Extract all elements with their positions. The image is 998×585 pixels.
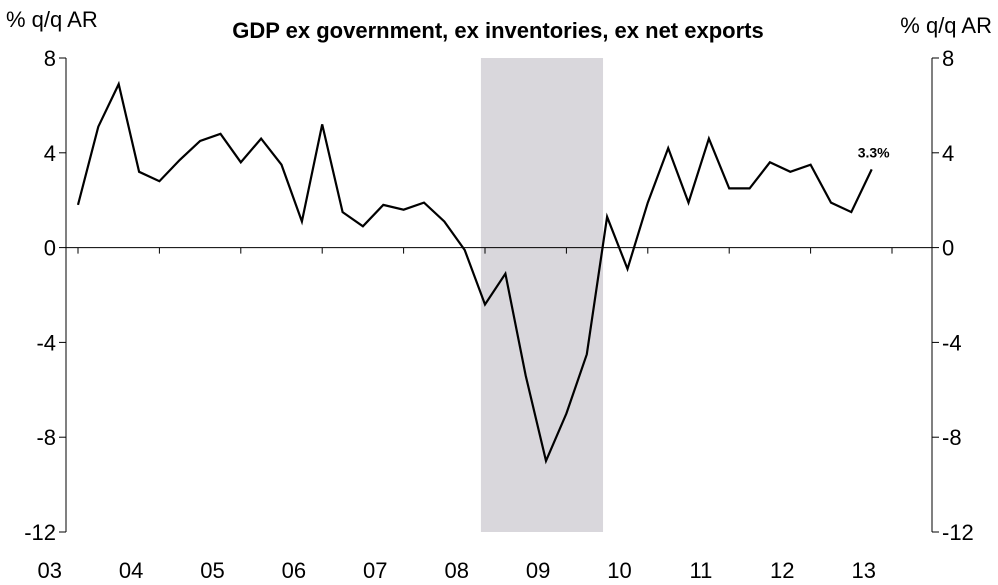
left-y-tick-label: -4 [36,330,56,355]
x-tick-label: 04 [119,558,143,583]
x-tick-label: 12 [770,558,794,583]
x-tick-label: 11 [689,558,712,583]
right-y-tick-label: 4 [942,141,954,166]
right-y-tick-label: -8 [942,425,962,450]
gdp-series-line [76,80,873,465]
left-y-tick-label: -8 [36,425,56,450]
x-tick-label: 09 [526,558,550,583]
x-tick-label: 07 [363,558,387,583]
x-tick-label: 10 [607,558,631,583]
right-y-tick-label: -4 [942,330,962,355]
latest-value-annotation: 3.3% [858,144,890,160]
right-y-tick-label: 0 [942,236,954,261]
x-tick-label: 05 [200,558,224,583]
right-y-ticks: 8 4 0 -4 -8 -12 [932,46,974,545]
x-tick-label: 08 [444,558,468,583]
x-tick-label: 13 [851,558,875,583]
left-y-ticks: 8 4 0 -4 -8 -12 [24,46,66,545]
x-tick-label: 06 [282,558,306,583]
x-ticks: 03 04 05 06 07 08 09 10 11 12 13 [37,247,893,583]
recession-shading [480,58,604,532]
left-y-unit-label: % q/q AR [6,7,98,32]
x-tick-label: 03 [37,558,61,583]
right-y-unit-label: % q/q AR [900,13,992,38]
left-y-tick-label: 8 [44,46,56,71]
chart-title: GDP ex government, ex inventories, ex ne… [232,18,763,43]
right-y-tick-label: -12 [942,520,974,545]
right-y-tick-label: 8 [942,46,954,71]
left-y-tick-label: 0 [44,236,56,261]
left-y-tick-label: -12 [24,520,56,545]
left-y-tick-label: 4 [44,141,56,166]
